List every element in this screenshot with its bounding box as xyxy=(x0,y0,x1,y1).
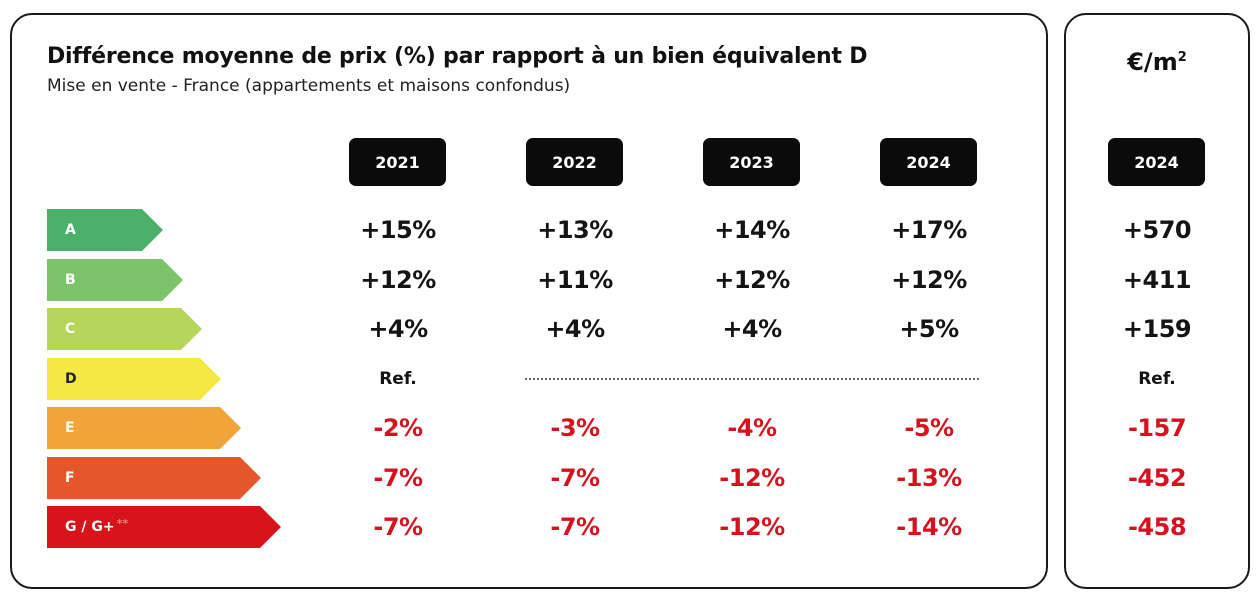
main-panel xyxy=(10,13,1048,589)
table-title: Différence moyenne de prix (%) par rappo… xyxy=(47,44,868,69)
rating-label-e: E xyxy=(47,407,241,449)
value-f-2021: -7% xyxy=(373,464,423,492)
value-f-2022: -7% xyxy=(550,464,600,492)
value-e-2022: -3% xyxy=(550,414,600,442)
price-per-m2-panel xyxy=(1064,13,1250,589)
rating-text: F xyxy=(65,470,75,486)
eur-m2-b: +411 xyxy=(1122,266,1192,294)
value-b-2022: +11% xyxy=(537,266,613,294)
value-e-2021: -2% xyxy=(373,414,423,442)
value-a-2023: +14% xyxy=(714,216,790,244)
value-a-2021: +15% xyxy=(360,216,436,244)
rating-text: A xyxy=(65,222,76,238)
footnote-marker: ** xyxy=(116,516,129,530)
value-c-2022: +4% xyxy=(545,315,605,343)
value-d-reference: Ref. xyxy=(379,369,417,389)
value-g-2021: -7% xyxy=(373,513,423,541)
rating-label-b: B xyxy=(47,259,183,301)
value-c-2023: +4% xyxy=(722,315,782,343)
value-g-2023: -12% xyxy=(719,513,785,541)
eur-m2-e: -157 xyxy=(1127,414,1187,442)
value-c-2024: +5% xyxy=(899,315,959,343)
value-b-2021: +12% xyxy=(360,266,436,294)
rating-label-a: A xyxy=(47,209,163,251)
value-f-2024: -13% xyxy=(896,464,962,492)
rating-label-d: D xyxy=(47,358,221,400)
rating-text: C xyxy=(65,321,76,337)
eur-m2-a: +570 xyxy=(1122,216,1192,244)
rating-label-g: G / G+ ** xyxy=(47,506,281,548)
unit-label: €/m2 xyxy=(1127,48,1187,76)
rating-text: E xyxy=(65,420,75,436)
side-year-header-2024: 2024 xyxy=(1108,138,1205,186)
value-b-2024: +12% xyxy=(891,266,967,294)
value-a-2024: +17% xyxy=(891,216,967,244)
rating-label-f: F xyxy=(47,457,261,499)
year-header-2023: 2023 xyxy=(703,138,800,186)
value-e-2024: -5% xyxy=(904,414,954,442)
value-a-2022: +13% xyxy=(537,216,613,244)
eur-m2-g: -458 xyxy=(1127,513,1187,541)
table-subtitle: Mise en vente - France (appartements et … xyxy=(47,76,571,96)
rating-text: B xyxy=(65,272,76,288)
year-header-2021: 2021 xyxy=(349,138,446,186)
eur-m2-c: +159 xyxy=(1122,315,1192,343)
year-header-2024: 2024 xyxy=(880,138,977,186)
reference-dotted-line xyxy=(525,378,979,380)
rating-text: G / G+ xyxy=(65,519,115,535)
rating-text: D xyxy=(65,371,77,387)
value-e-2023: -4% xyxy=(727,414,777,442)
rating-label-c: C xyxy=(47,308,202,350)
value-g-2022: -7% xyxy=(550,513,600,541)
value-f-2023: -12% xyxy=(719,464,785,492)
eur-m2-f: -452 xyxy=(1127,464,1187,492)
eur-m2-d-reference: Ref. xyxy=(1138,369,1176,389)
value-g-2024: -14% xyxy=(896,513,962,541)
year-header-2022: 2022 xyxy=(526,138,623,186)
value-b-2023: +12% xyxy=(714,266,790,294)
value-c-2021: +4% xyxy=(368,315,428,343)
